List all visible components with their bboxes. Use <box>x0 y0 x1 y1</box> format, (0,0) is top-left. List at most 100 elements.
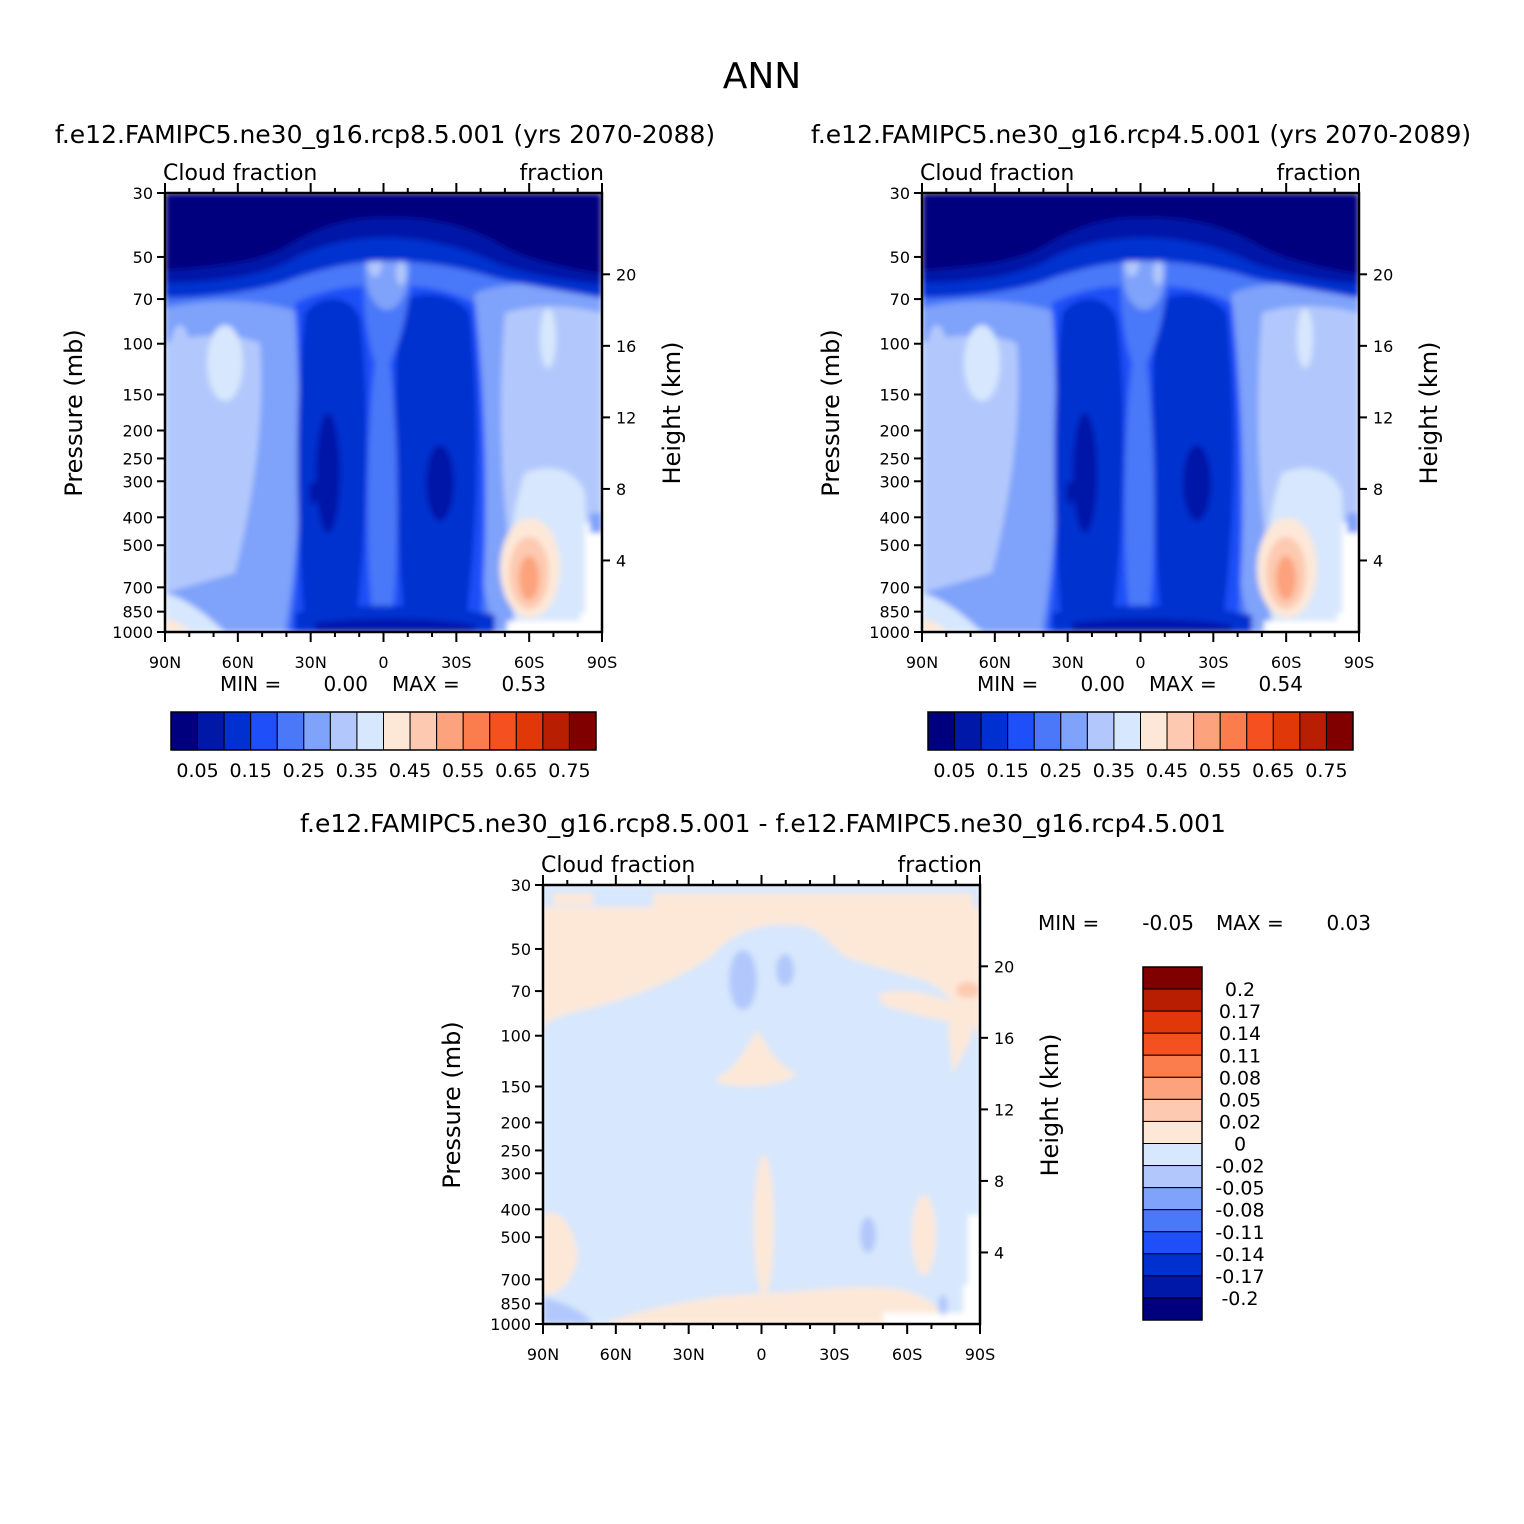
colorbar-tick-label: 0.17 <box>1219 1001 1261 1023</box>
panel-1-colorbar: 0.05 0.15 0.25 0.35 0.45 0.55 0.65 0.75 <box>170 711 597 782</box>
colorbar-tick-label: 0.35 <box>1093 760 1135 782</box>
panel-2: f.e12.FAMIPC5.ne30_g16.rcp4.5.001 (yrs 2… <box>811 120 1471 782</box>
colorbar-swatch <box>980 711 1009 751</box>
colorbar-tick-label: 0.25 <box>283 760 325 782</box>
pressure-tick-label: 850 <box>122 603 153 622</box>
latitude-tick-label: 0 <box>756 1345 766 1364</box>
panel-2-title: f.e12.FAMIPC5.ne30_g16.rcp4.5.001 (yrs 2… <box>811 120 1471 149</box>
panel-2-min-label: MIN = <box>977 672 1038 696</box>
latitude-tick-label: 90N <box>906 653 938 672</box>
panel-2-height-axis: 20 16 12 8 4 <box>1359 265 1393 570</box>
colorbar-swatch <box>1086 711 1115 751</box>
colorbar-swatch <box>356 711 384 751</box>
height-tick-label: 4 <box>1373 551 1383 570</box>
panel-1-min-label: MIN = <box>220 672 281 696</box>
panel-3-ylabel-right: Height (km) <box>1036 1034 1064 1177</box>
colorbar-frame <box>1142 966 1203 1321</box>
colorbar-tick-label: 0.75 <box>548 760 590 782</box>
pressure-tick-label: 250 <box>122 449 153 468</box>
colorbar-tick-label: -0.17 <box>1215 1266 1264 1288</box>
panel-3-min-label: MIN = <box>1038 911 1099 935</box>
panel-2-min-value: 0.00 <box>1080 672 1125 696</box>
pressure-tick-label: 250 <box>879 449 910 468</box>
colorbar-swatch <box>462 711 491 751</box>
height-tick-label: 4 <box>994 1243 1004 1262</box>
colorbar-swatch <box>1142 1032 1203 1056</box>
colorbar-swatch <box>383 711 411 751</box>
colorbar-swatch <box>489 711 517 751</box>
colorbar-swatch <box>170 711 199 751</box>
pressure-tick-label: 100 <box>879 335 910 354</box>
colorbar-swatch <box>1299 711 1327 751</box>
colorbar-tick-label: 0.75 <box>1305 760 1347 782</box>
pressure-tick-label: 1000 <box>490 1315 531 1334</box>
panel-1: f.e12.FAMIPC5.ne30_g16.rcp8.5.001 (yrs 2… <box>55 120 715 782</box>
colorbar-swatch <box>329 711 358 751</box>
latitude-tick-label: 90S <box>587 653 618 672</box>
latitude-tick-label: 60N <box>222 653 254 672</box>
panel-3-min-value: -0.05 <box>1142 911 1194 935</box>
height-tick-label: 12 <box>994 1100 1014 1119</box>
pressure-tick-label: 700 <box>879 578 910 597</box>
colorbar-swatch <box>1246 711 1274 751</box>
pressure-tick-label: 500 <box>500 1228 531 1247</box>
panel-3-right-label: fraction <box>897 853 982 878</box>
colorbar-swatch <box>954 711 982 751</box>
colorbar-tick-label: 0.25 <box>1040 760 1082 782</box>
colorbar-tick-label: 0.35 <box>336 760 378 782</box>
latitude-tick-label: 60S <box>514 653 545 672</box>
panel-2-latitude-axis: 90N 60N 30N 0 30S 60S 90S <box>906 183 1374 672</box>
colorbar-tick-label: 0.65 <box>1252 760 1294 782</box>
colorbar-swatch <box>1193 711 1221 751</box>
panel-2-right-label: fraction <box>1276 161 1361 186</box>
pressure-tick-label: 200 <box>500 1114 531 1133</box>
pressure-tick-label: 150 <box>500 1077 531 1096</box>
colorbar-swatch <box>1142 988 1203 1012</box>
colorbar-swatch <box>1272 711 1301 751</box>
panel-1-max-value: 0.53 <box>501 672 546 696</box>
latitude-tick-label: 30S <box>819 1345 850 1364</box>
panel-3-colorbar: 0.20.170.140.110.080.050.020-0.02-0.05-0… <box>1142 966 1265 1321</box>
page-title: ANN <box>723 56 802 97</box>
panel-1-height-axis: 20 16 12 8 4 <box>602 265 636 570</box>
colorbar-swatch <box>303 711 331 751</box>
latitude-tick-label: 90N <box>149 653 181 672</box>
colorbar-swatch <box>1060 711 1088 751</box>
pressure-tick-label: 400 <box>879 508 910 527</box>
colorbar-swatch <box>223 711 252 751</box>
pressure-tick-label: 500 <box>879 536 910 555</box>
panel-2-contour-field <box>922 193 1359 632</box>
latitude-tick-label: 30N <box>295 653 327 672</box>
panel-1-ylabel: Pressure (mb) <box>60 329 88 496</box>
colorbar-swatch <box>1142 1187 1203 1211</box>
colorbar-tick-label: 0.45 <box>1146 760 1188 782</box>
colorbar-frame <box>170 711 597 751</box>
pressure-tick-label: 200 <box>122 422 153 441</box>
pressure-tick-label: 700 <box>500 1270 531 1289</box>
pressure-tick-label: 50 <box>890 248 910 267</box>
panel-2-max-value: 0.54 <box>1258 672 1303 696</box>
colorbar-swatch <box>250 711 278 751</box>
colorbar-tick-label: 0.05 <box>176 760 218 782</box>
colorbar-tick-label: 0.02 <box>1219 1111 1261 1133</box>
pressure-tick-label: 70 <box>133 290 153 309</box>
height-tick-label: 16 <box>1373 337 1393 356</box>
pressure-tick-label: 850 <box>879 603 910 622</box>
panel-1-title: f.e12.FAMIPC5.ne30_g16.rcp8.5.001 (yrs 2… <box>55 120 715 149</box>
latitude-tick-label: 60S <box>892 1345 923 1364</box>
colorbar-tick-label: 0.2 <box>1225 979 1255 1001</box>
colorbar-swatch <box>1033 711 1062 751</box>
colorbar-tick-label: -0.02 <box>1215 1156 1264 1178</box>
colorbar-swatch <box>1219 711 1248 751</box>
height-tick-label: 20 <box>616 265 636 284</box>
colorbar-tick-label: 0.14 <box>1219 1023 1261 1045</box>
height-tick-label: 20 <box>1373 265 1393 284</box>
pressure-tick-label: 850 <box>500 1295 531 1314</box>
height-tick-label: 12 <box>1373 408 1393 427</box>
latitude-tick-label: 0 <box>1135 653 1145 672</box>
pressure-tick-label: 300 <box>500 1164 531 1183</box>
colorbar-tick-label: 0.45 <box>389 760 431 782</box>
colorbar-swatch <box>1142 966 1203 990</box>
colorbar-swatch <box>436 711 464 751</box>
